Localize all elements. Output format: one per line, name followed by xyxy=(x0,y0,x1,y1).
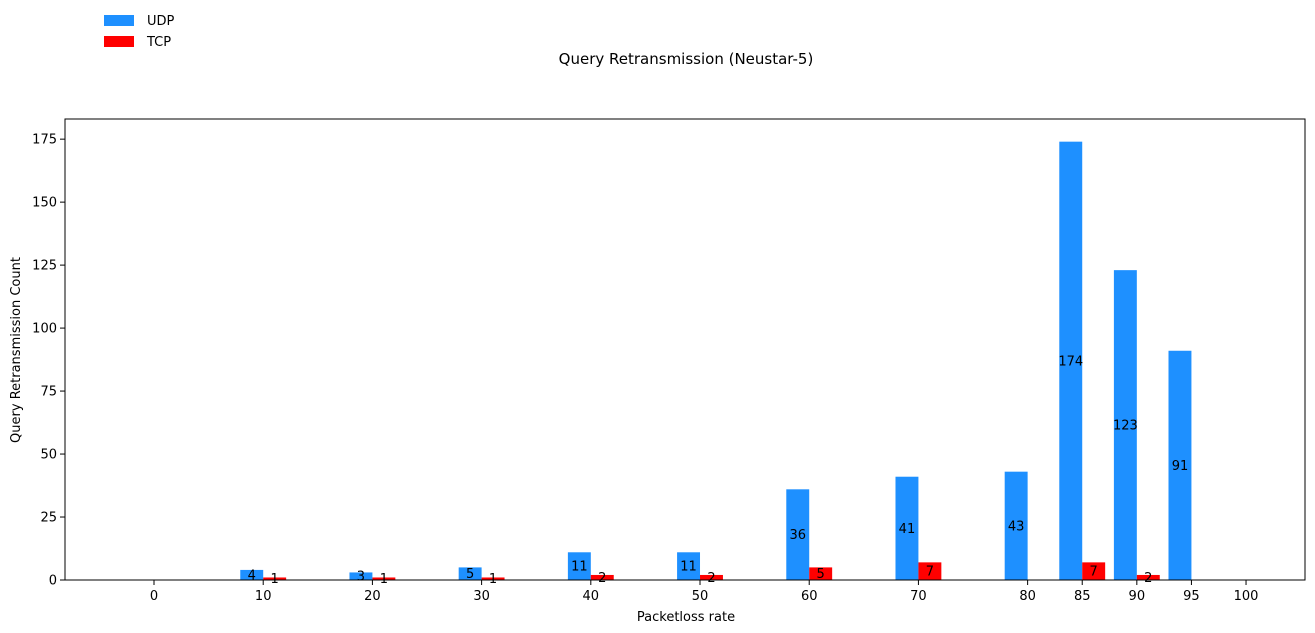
bar-udp-40 xyxy=(567,552,591,580)
bar-udp-90 xyxy=(1113,270,1137,580)
bar-udp-50 xyxy=(677,552,701,580)
x-tick-label: 50 xyxy=(692,589,709,604)
bar-tcp-10 xyxy=(263,577,287,580)
bar-tcp-60 xyxy=(809,567,833,580)
bar-label-udp-50: 11 xyxy=(680,560,697,575)
bar-label-udp-90: 123 xyxy=(1113,419,1138,434)
bar-label-tcp-70: 7 xyxy=(926,565,934,580)
bar-label-udp-95: 91 xyxy=(1172,459,1189,474)
bar-tcp-30 xyxy=(481,577,505,580)
bar-tcp-20 xyxy=(372,577,396,580)
bar-label-tcp-60: 5 xyxy=(817,567,825,582)
bar-udp-30 xyxy=(458,567,482,580)
bar-label-udp-80: 43 xyxy=(1008,519,1025,534)
bar-udp-80 xyxy=(1004,471,1028,580)
y-axis-label: Query Retransmission Count xyxy=(9,257,24,443)
legend-swatch-tcp xyxy=(104,36,134,47)
bar-label-udp-70: 41 xyxy=(899,522,916,537)
bar-udp-85 xyxy=(1059,141,1083,581)
x-tick-label: 90 xyxy=(1129,589,1146,604)
bar-label-tcp-90: 2 xyxy=(1144,571,1152,586)
plot-area-frame xyxy=(64,118,1306,581)
bar-label-tcp-85: 7 xyxy=(1090,565,1098,580)
bar-udp-20 xyxy=(349,572,373,580)
bar-tcp-70 xyxy=(918,562,942,580)
bar-label-udp-40: 11 xyxy=(571,560,588,575)
x-tick-label: 10 xyxy=(255,589,272,604)
y-tick-label: 50 xyxy=(40,448,57,463)
x-tick-label: 80 xyxy=(1019,589,1036,604)
bar-tcp-50 xyxy=(700,574,723,580)
bar-label-udp-60: 36 xyxy=(789,528,806,543)
y-tick-label: 125 xyxy=(32,259,57,274)
legend: UDP TCP xyxy=(104,14,175,50)
y-tick-label: 150 xyxy=(32,196,57,211)
bar-tcp-85 xyxy=(1082,562,1106,580)
chart-title: Query Retransmission (Neustar-5) xyxy=(559,50,814,68)
x-tick-label: 40 xyxy=(583,589,600,604)
bars-layer xyxy=(240,141,1192,581)
bar-udp-95 xyxy=(1168,350,1192,580)
bar-udp-10 xyxy=(240,569,264,580)
x-axis: 0 10 20 30 40 50 60 70 80 85 90 95 100 xyxy=(150,580,1259,604)
y-tick-label: 0 xyxy=(49,574,57,589)
bar-udp-60 xyxy=(786,489,810,580)
bar-label-tcp-40: 2 xyxy=(598,571,606,586)
legend-label-tcp: TCP xyxy=(146,35,171,50)
x-tick-label: 30 xyxy=(473,589,490,604)
legend-label-udp: UDP xyxy=(147,14,175,29)
bar-label-udp-30: 5 xyxy=(466,567,474,582)
y-axis: 0 25 50 75 100 125 150 175 xyxy=(32,133,65,589)
bar-label-udp-20: 3 xyxy=(357,570,365,585)
x-tick-label: 95 xyxy=(1183,589,1200,604)
y-tick-label: 75 xyxy=(40,385,57,400)
x-tick-label: 100 xyxy=(1234,589,1259,604)
x-tick-label: 60 xyxy=(801,589,818,604)
legend-swatch-udp xyxy=(104,15,134,26)
y-tick-label: 25 xyxy=(40,511,57,526)
bar-udp-70 xyxy=(895,476,919,580)
bar-tcp-40 xyxy=(590,574,614,580)
x-tick-label: 85 xyxy=(1074,589,1091,604)
x-tick-label: 70 xyxy=(910,589,927,604)
bar-tcp-90 xyxy=(1136,574,1160,580)
bar-label-tcp-50: 2 xyxy=(707,571,715,586)
y-tick-label: 100 xyxy=(32,322,57,337)
bar-label-udp-85: 174 xyxy=(1058,354,1083,369)
bar-label-udp-10: 4 xyxy=(248,568,256,583)
x-tick-label: 20 xyxy=(364,589,381,604)
x-axis-label: Packetloss rate xyxy=(637,610,735,625)
y-tick-label: 175 xyxy=(32,133,57,148)
x-tick-label: 0 xyxy=(150,589,158,604)
